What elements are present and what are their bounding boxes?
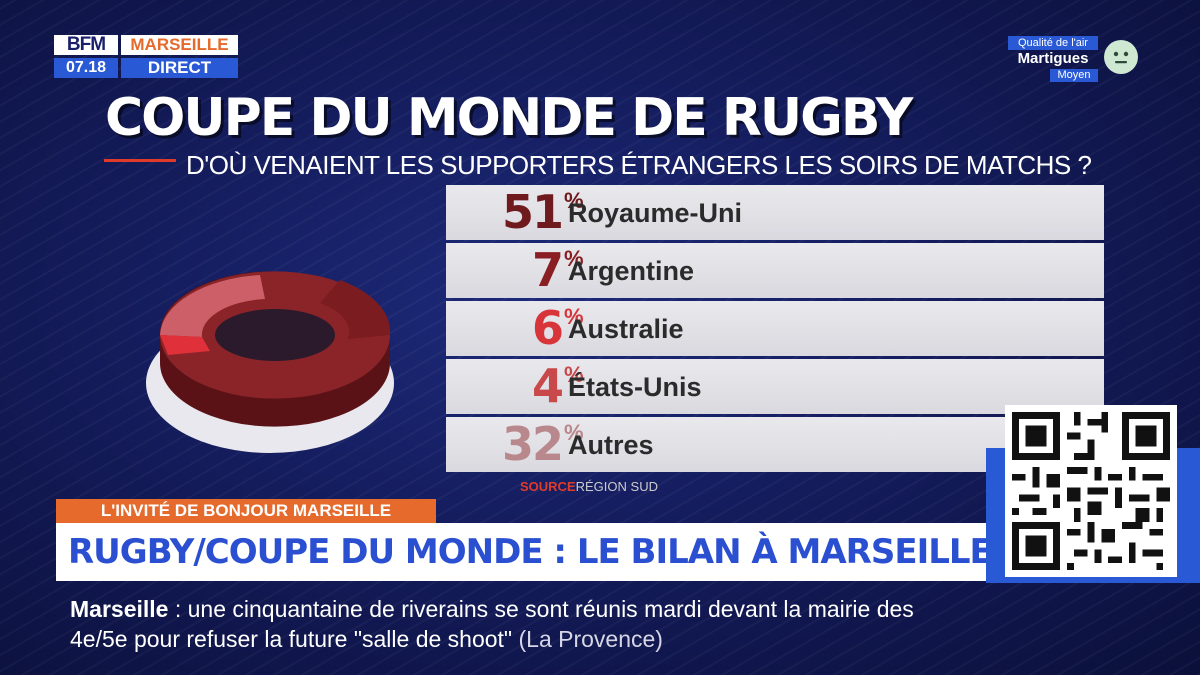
table-row: 6 % Australie: [446, 301, 1104, 356]
source-note: SOURCERÉGION SUD: [520, 479, 658, 494]
row-percent: 7: [531, 243, 564, 297]
page-title: COUPE DU MONDE DE RUGBY: [105, 88, 913, 148]
live-badge: DIRECT: [121, 58, 238, 78]
row-percent: 6: [531, 301, 564, 355]
row-country: États-Unis: [568, 372, 702, 402]
source-label: SOURCE: [520, 479, 576, 494]
channel-city: MARSEILLE: [121, 35, 238, 55]
ticker-city: Marseille: [70, 596, 169, 622]
row-country: Royaume-Uni: [568, 198, 743, 228]
row-percent: 51: [501, 185, 564, 239]
ticker-source: (La Provence): [512, 626, 663, 652]
percent-sign: %: [564, 362, 584, 387]
row-country: Autres: [568, 430, 654, 460]
news-ticker: Marseille : une cinquantaine de riverain…: [70, 594, 970, 654]
qr-code-icon[interactable]: [1005, 405, 1177, 577]
headline-banner: RUGBY/COUPE DU MONDE : LE BILAN À MARSEI…: [56, 523, 993, 581]
donut-chart-icon: [146, 271, 394, 453]
clock: 07.18: [54, 58, 118, 78]
percent-sign: %: [564, 188, 584, 213]
percent-sign: %: [564, 420, 584, 445]
air-quality-label: Qualité de l'air: [1008, 36, 1098, 50]
row-percent: 4: [531, 359, 564, 413]
percent-sign: %: [564, 246, 584, 271]
air-quality-level: Moyen: [1050, 69, 1098, 82]
accent-divider: [104, 159, 176, 162]
source-text: RÉGION SUD: [575, 479, 658, 494]
table-row: 4 % États-Unis: [446, 359, 1104, 414]
row-country: Argentine: [568, 256, 695, 286]
neutral-face-icon: [1104, 40, 1138, 74]
table-row: 51 % Royaume-Uni: [446, 185, 1104, 240]
percent-sign: %: [564, 304, 584, 329]
channel-logo: BFM: [54, 35, 118, 55]
air-quality-city: Martigues: [1017, 50, 1089, 67]
ticker-separator: :: [168, 596, 188, 622]
row-country: Australie: [568, 314, 684, 344]
table-row: 7 % Argentine: [446, 243, 1104, 298]
row-percent: 32: [501, 417, 564, 471]
ticker-text: une cinquantaine de riverains se sont ré…: [70, 596, 914, 652]
page-subtitle: D'OÙ VENAIENT LES SUPPORTERS ÉTRANGERS L…: [186, 150, 1092, 180]
program-label: L'INVITÉ DE BONJOUR MARSEILLE: [56, 499, 436, 523]
